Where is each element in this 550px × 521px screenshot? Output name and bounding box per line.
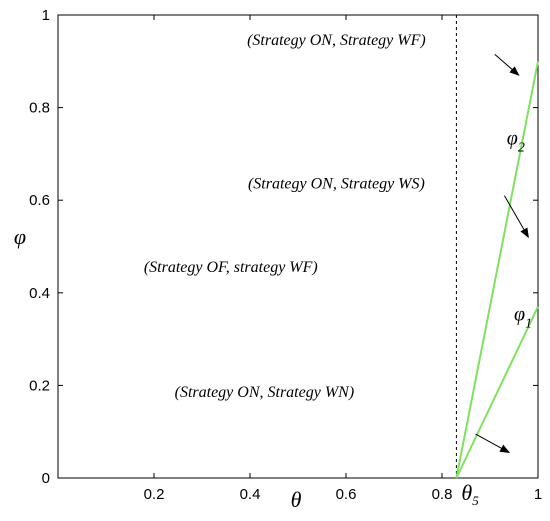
region-label-2: (Strategy ON, Strategy WS) (248, 176, 425, 193)
x-tick-label: 0.2 (144, 486, 165, 503)
plot-frame (57, 14, 539, 479)
series-line-φ2 (455, 61, 539, 479)
x-axis-label: θ (291, 487, 302, 512)
y-axis-label: φ (14, 224, 26, 249)
theta5-label: θ5 (461, 480, 479, 508)
series-line-φ1 (455, 306, 539, 479)
annotation-arrow-2 (503, 195, 529, 239)
y-tick-label: 1 (42, 7, 50, 24)
curve-label-phi2: φ2 (507, 128, 525, 156)
region-label-3: (Strategy OF, strategy WF) (144, 259, 318, 276)
x-tick-label: 0.4 (240, 486, 261, 503)
x-tick-label: 1 (534, 486, 542, 503)
y-tick-label: 0.2 (29, 377, 50, 394)
y-tick-label: 0.8 (29, 100, 50, 117)
curve-label-phi1: φ1 (514, 304, 532, 332)
y-tick-label: 0 (42, 470, 50, 487)
annotation-arrow-4 (475, 433, 511, 454)
x-tick-label: 0.8 (432, 486, 453, 503)
y-tick-label: 0.6 (29, 192, 50, 209)
y-tick-label: 0.4 (29, 285, 50, 302)
region-label-4: (Strategy ON, Strategy WN) (175, 384, 355, 401)
annotation-arrow-1 (494, 53, 520, 76)
x-tick-label: 0.6 (336, 486, 357, 503)
region-label-1: (Strategy ON, Strategy WF) (247, 32, 426, 49)
